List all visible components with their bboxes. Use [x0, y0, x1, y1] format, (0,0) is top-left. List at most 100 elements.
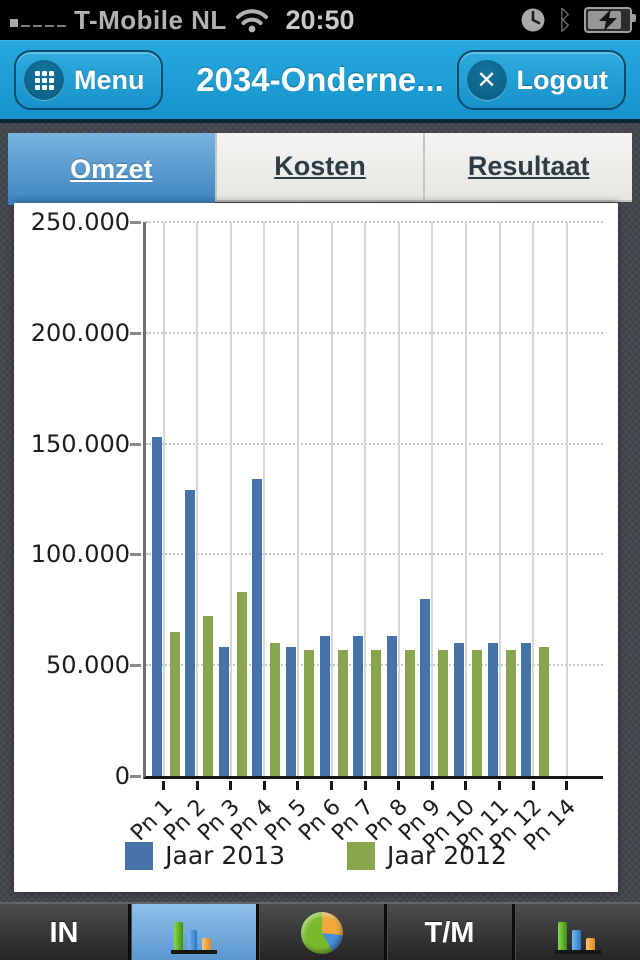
v-gridline	[565, 222, 568, 776]
h-gridline	[146, 221, 603, 223]
logout-button[interactable]: ✕ Logout	[456, 50, 626, 110]
signal-strength-icon	[10, 11, 66, 30]
toolbar-item-tm[interactable]: T/M	[384, 904, 512, 960]
header: Menu 2034-Onderne... ✕ Logout	[0, 40, 640, 123]
toolbar-item-in[interactable]: IN	[0, 904, 128, 960]
x-axis-tick	[162, 781, 165, 790]
x-axis-tick	[195, 781, 199, 790]
bar-jaar-2012	[169, 631, 180, 776]
h-gridline	[146, 331, 603, 334]
logout-x-icon: ✕	[466, 60, 507, 100]
bar-jaar-2013	[285, 647, 296, 776]
v-gridline	[296, 222, 299, 776]
bar-chart-icon	[554, 912, 601, 954]
chart-panel: 250.000 200.000 150.000 100.000 50.000 0 Pn 1…	[14, 203, 618, 892]
v-gridline	[263, 222, 266, 776]
v-gridline	[532, 222, 535, 776]
tab-kosten-label: Kosten	[274, 151, 366, 181]
x-axis-tick	[430, 781, 434, 790]
bar-jaar-2013	[521, 643, 532, 776]
tab-kosten[interactable]: Kosten	[214, 133, 424, 202]
y-axis-label: 150.000	[30, 429, 130, 458]
v-gridline	[162, 222, 165, 776]
x-axis-tick	[330, 781, 333, 790]
bar-jaar-2013	[353, 636, 364, 776]
v-gridline	[397, 222, 400, 776]
plot-area	[130, 221, 603, 790]
menu-grid-icon	[24, 60, 64, 100]
y-axis-label: 50.000	[46, 651, 130, 680]
wifi-icon	[235, 9, 268, 33]
y-axis-tick	[130, 664, 141, 668]
v-gridline	[330, 222, 333, 776]
legend-item-2012: Jaar 2012	[347, 841, 507, 870]
legend-item-2013: Jaar 2013	[125, 841, 285, 870]
legend-swatch-2013	[125, 841, 154, 870]
bar-jaar-2012	[505, 649, 516, 776]
bluetooth-icon: ᛒ	[556, 4, 573, 36]
bar-jaar-2012	[539, 647, 550, 776]
bar-jaar-2013	[319, 636, 330, 776]
charging-bolt-icon	[599, 9, 617, 31]
bar-jaar-2012	[337, 649, 348, 776]
battery-charging-icon	[584, 7, 636, 33]
bar-jaar-2013	[252, 479, 263, 776]
pie-chart-icon	[300, 912, 343, 954]
y-axis-tick	[130, 331, 141, 335]
legend-swatch-2012	[347, 841, 375, 870]
x-axis-tick	[397, 781, 401, 790]
status-bar-left: T-Mobile NL	[10, 0, 269, 40]
clock-time: 20:50	[285, 4, 355, 35]
v-gridline	[464, 222, 467, 776]
bar-jaar-2013	[420, 598, 431, 776]
toolbar-item-bar-chart-2[interactable]	[512, 904, 640, 960]
y-axis-label: 0	[114, 762, 130, 790]
legend-label-2012: Jaar 2012	[387, 841, 507, 870]
bar-chart-icon	[170, 912, 217, 954]
status-bar: T-Mobile NL 20:50 ᛒ	[0, 0, 640, 40]
carrier-label: T-Mobile NL	[74, 4, 227, 35]
x-axis-tick	[229, 781, 233, 790]
chart-legend: Jaar 2013 Jaar 2012	[14, 841, 618, 870]
bar-jaar-2013	[218, 647, 229, 776]
tab-resultaat-label: Resultaat	[467, 151, 590, 181]
x-axis-tick	[531, 781, 535, 790]
x-axis-tick	[296, 781, 300, 790]
bar-jaar-2013	[151, 436, 162, 776]
v-gridline	[498, 222, 501, 776]
y-axis-label: 100.000	[30, 540, 130, 569]
tab-resultaat[interactable]: Resultaat	[423, 133, 633, 202]
bar-jaar-2012	[438, 649, 449, 776]
tab-omzet[interactable]: Omzet	[8, 133, 215, 205]
y-axis-tick	[130, 775, 141, 778]
bar-jaar-2012	[303, 649, 314, 776]
y-axis-label: 250.000	[30, 208, 130, 236]
toolbar-item-pie-chart[interactable]	[256, 904, 384, 960]
menu-button[interactable]: Menu	[14, 50, 163, 110]
toolbar-tm-label: T/M	[424, 916, 475, 949]
bar-jaar-2013	[185, 490, 196, 776]
y-axis-tick	[130, 553, 141, 557]
page-title: 2034-Onderne...	[196, 61, 444, 98]
x-axis-tick	[565, 781, 569, 790]
h-gridline	[146, 442, 603, 445]
bar-jaar-2013	[487, 643, 498, 776]
toolbar-item-bar-chart[interactable]	[128, 904, 256, 960]
bar-jaar-2012	[203, 616, 214, 776]
x-axis-tick	[464, 781, 468, 790]
toolbar-in-label: IN	[49, 916, 79, 949]
tab-omzet-label: Omzet	[70, 153, 153, 184]
v-gridline	[196, 222, 199, 776]
bar-jaar-2013	[386, 636, 397, 776]
status-bar-right: ᛒ	[520, 0, 636, 40]
menu-button-label: Menu	[74, 64, 145, 95]
bar-jaar-2012	[236, 592, 247, 776]
tab-bar: Omzet Kosten Resultaat	[8, 133, 633, 205]
bar-jaar-2012	[371, 649, 382, 776]
v-gridline	[364, 222, 367, 776]
bar-jaar-2012	[471, 649, 482, 776]
y-axis-tick	[130, 442, 141, 446]
y-axis-tick	[130, 221, 141, 224]
bar-jaar-2013	[453, 643, 464, 776]
